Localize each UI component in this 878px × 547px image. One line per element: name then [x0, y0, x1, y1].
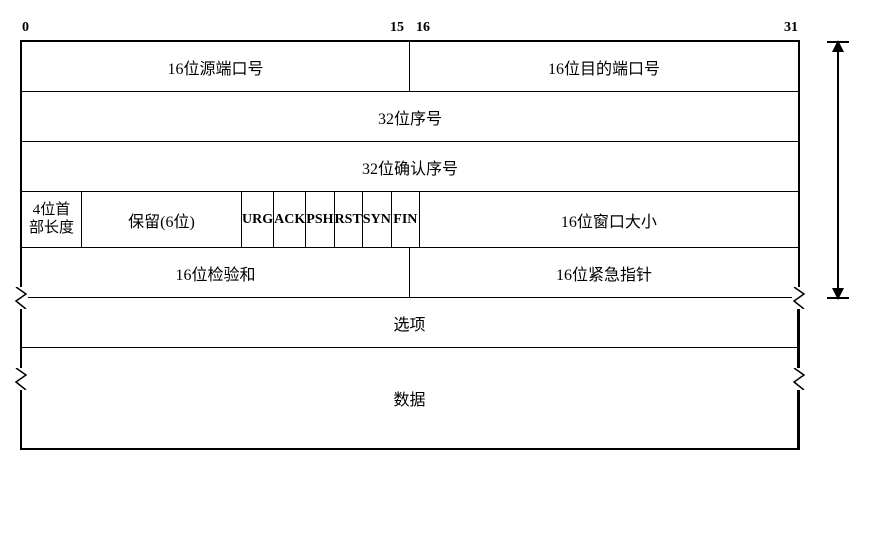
row-ports: 16位源端口号 16位目的端口号: [22, 42, 798, 92]
bit-marker-31: 31: [784, 20, 798, 36]
field-dest-port: 16位目的端口号: [410, 42, 798, 91]
row-options: 选项: [22, 298, 798, 348]
bit-marker-16: 16: [416, 20, 430, 36]
row-ack: 32位确认序号: [22, 142, 798, 192]
field-window-size: 16位窗口大小: [420, 192, 798, 247]
header-table: 16位源端口号 16位目的端口号 32位序号 32位确认序号 4位首部长度 保留…: [20, 40, 800, 450]
field-checksum: 16位检验和: [22, 248, 410, 297]
bit-marker-0: 0: [22, 20, 29, 36]
field-data: 数据: [22, 348, 798, 448]
tcp-header-diagram: 0 15 16 31 16位源端口号 16位目的端口号 32位序号 32位确认序…: [20, 20, 858, 450]
flag-psh: PSH: [306, 192, 334, 247]
flag-fin: FIN: [392, 192, 420, 247]
torn-edge-left-icon: [14, 287, 28, 309]
field-seq-number: 32位序号: [22, 92, 798, 141]
double-arrow-icon: [823, 40, 853, 300]
field-source-port: 16位源端口号: [22, 42, 410, 91]
flag-syn: SYN: [363, 192, 392, 247]
field-options: 选项: [22, 298, 798, 347]
flag-ack: ACK: [274, 192, 306, 247]
flag-rst: RST: [335, 192, 363, 247]
flag-urg: URG: [242, 192, 274, 247]
field-urgent-ptr: 16位紧急指针: [410, 248, 798, 297]
header-extent-arrow: [818, 40, 858, 300]
row-flags: 4位首部长度 保留(6位) URG ACK PSH RST SYN FIN 16…: [22, 192, 798, 248]
field-header-length: 4位首部长度: [22, 192, 82, 247]
row-checksum: 16位检验和 16位紧急指针: [22, 248, 798, 298]
row-data: 数据: [22, 348, 798, 448]
row-seq: 32位序号: [22, 92, 798, 142]
bit-marker-15: 15: [390, 20, 404, 36]
torn-edge-right-icon: [792, 368, 806, 390]
torn-edge-right-icon: [792, 287, 806, 309]
torn-edge-left-icon: [14, 368, 28, 390]
field-ack-number: 32位确认序号: [22, 142, 798, 191]
bit-ruler: 0 15 16 31: [20, 20, 800, 40]
field-reserved: 保留(6位): [82, 192, 242, 247]
